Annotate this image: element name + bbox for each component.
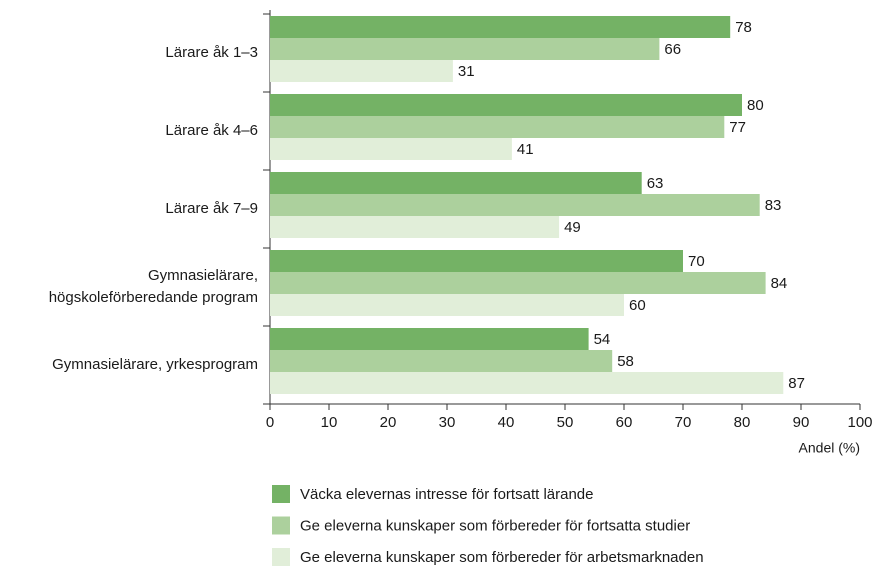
x-tick-label: 40 (498, 414, 515, 431)
category-label: Gymnasielärare, yrkesprogram (52, 356, 258, 373)
value-label: 60 (629, 297, 646, 314)
x-tick-label: 20 (380, 414, 397, 431)
value-label: 41 (517, 141, 534, 158)
value-label: 63 (647, 175, 664, 192)
legend-label: Ge eleverna kunskaper som förbereder för… (300, 549, 704, 566)
bar (270, 94, 742, 116)
value-label: 78 (735, 19, 752, 36)
bar (270, 372, 784, 394)
category-label: Gymnasielärare, högskoleförberedande prog… (49, 267, 258, 306)
x-tick-label: 50 (557, 414, 574, 431)
value-label: 83 (765, 197, 782, 214)
bar (270, 138, 512, 160)
value-label: 84 (771, 275, 788, 292)
bar (270, 60, 453, 82)
legend-swatch (272, 485, 290, 503)
value-label: 80 (747, 97, 764, 114)
category-label: Lärare åk 4–6 (165, 122, 258, 139)
x-tick-label: 80 (734, 414, 751, 431)
bar (270, 194, 760, 216)
value-label: 31 (458, 63, 475, 80)
category-label: Lärare åk 7–9 (165, 200, 258, 217)
bar (270, 38, 660, 60)
value-label: 70 (688, 253, 705, 270)
bar (270, 216, 560, 238)
x-tick-label: 70 (675, 414, 692, 431)
legend-label: Ge eleverna kunskaper som förbereder för… (300, 517, 690, 534)
x-tick-label: 60 (616, 414, 633, 431)
bar (270, 16, 731, 38)
value-label: 66 (664, 41, 681, 58)
bar (270, 250, 683, 272)
category-label: Lärare åk 1–3 (165, 44, 258, 61)
bar (270, 116, 725, 138)
bar (270, 172, 642, 194)
value-label: 77 (729, 119, 746, 136)
legend-swatch (272, 516, 290, 535)
value-label: 54 (594, 331, 611, 348)
bar (270, 294, 624, 316)
x-tick-label: 100 (847, 414, 872, 431)
legend-label: Väcka elevernas intresse för fortsatt lä… (300, 486, 593, 503)
value-label: 87 (788, 375, 805, 392)
x-tick-label: 10 (321, 414, 338, 431)
x-tick-label: 0 (266, 414, 274, 431)
value-label: 58 (617, 353, 634, 370)
x-tick-label: 30 (439, 414, 456, 431)
legend-swatch (272, 548, 290, 566)
bar (270, 328, 589, 350)
x-tick-label: 90 (793, 414, 810, 431)
value-label: 49 (564, 219, 581, 236)
x-axis-label: Andel (%) (799, 440, 860, 456)
bar (270, 272, 766, 294)
bar (270, 350, 613, 372)
